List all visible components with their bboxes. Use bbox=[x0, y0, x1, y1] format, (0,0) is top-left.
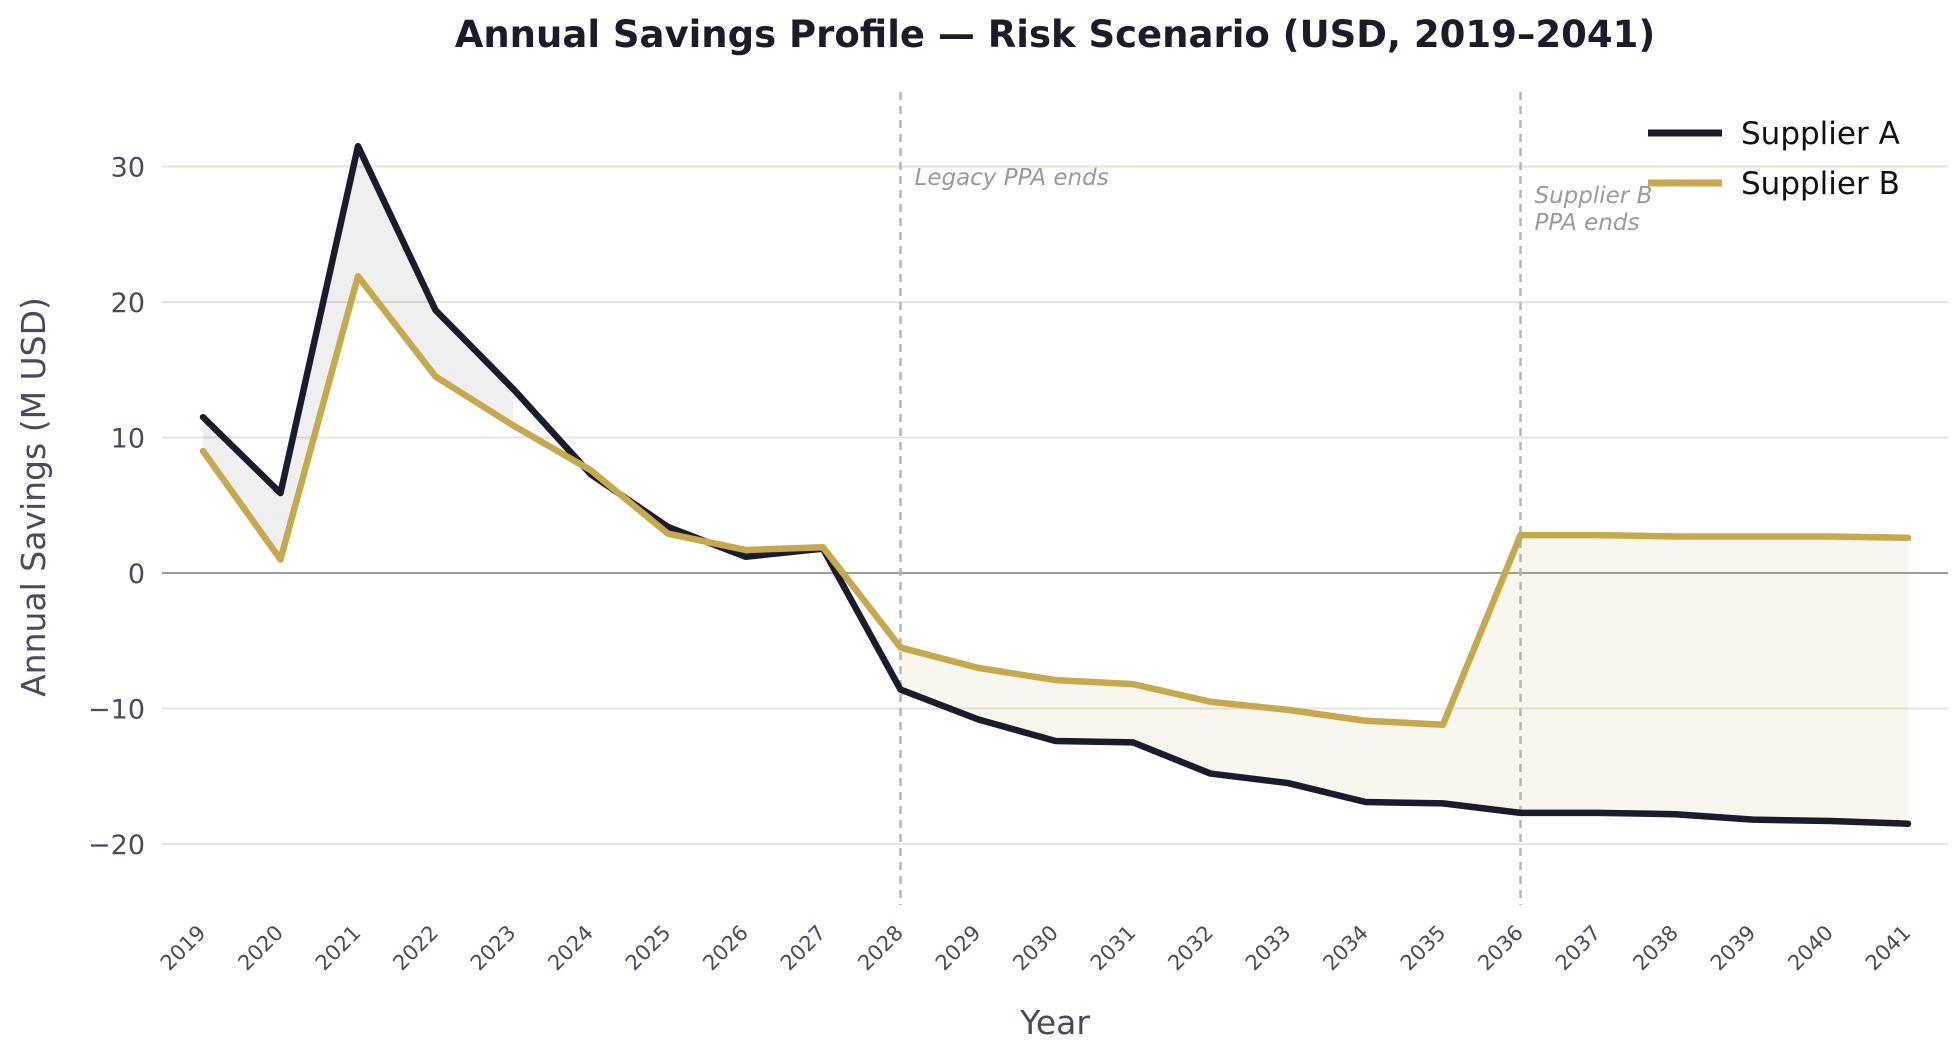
event-annotation: PPA ends bbox=[1535, 210, 1640, 236]
x-tick-label: 2024 bbox=[543, 921, 598, 976]
chart-title: Annual Savings Profile — Risk Scenario (… bbox=[455, 13, 1656, 56]
grid-lines bbox=[162, 165, 1948, 846]
legend: Supplier A Supplier B bbox=[1648, 116, 1900, 202]
x-tick-label: 2036 bbox=[1473, 921, 1528, 976]
legend-label: Supplier B bbox=[1741, 166, 1900, 202]
event-annotation: Supplier B bbox=[1535, 183, 1653, 209]
x-tick-label: 2023 bbox=[466, 921, 521, 976]
x-axis-ticks: 2019 2020 2021 2022 2023 2024 2025 2026 2027 2028… bbox=[156, 921, 1916, 976]
x-tick-label: 2039 bbox=[1706, 921, 1761, 976]
x-tick-label: 2020 bbox=[233, 921, 288, 976]
x-tick-label: 2022 bbox=[388, 921, 443, 976]
y-axis-label: Annual Savings (M USD) bbox=[14, 297, 53, 697]
x-tick-label: 2034 bbox=[1318, 921, 1373, 976]
y-tick-label: 10 bbox=[111, 424, 145, 455]
legend-label: Supplier A bbox=[1741, 116, 1900, 152]
x-tick-label: 2035 bbox=[1396, 921, 1451, 976]
x-tick-label: 2041 bbox=[1861, 921, 1916, 976]
x-tick-label: 2029 bbox=[931, 921, 986, 976]
x-tick-label: 2026 bbox=[698, 921, 753, 976]
x-tick-label: 2027 bbox=[776, 921, 831, 976]
series-gap-fill bbox=[203, 146, 513, 560]
series-gap-fill bbox=[900, 535, 1908, 824]
difference-fill bbox=[203, 146, 1908, 824]
x-tick-label: 2025 bbox=[621, 921, 676, 976]
x-tick-label: 2028 bbox=[853, 921, 908, 976]
x-axis-label: Year bbox=[1019, 1003, 1090, 1042]
x-tick-label: 2031 bbox=[1086, 921, 1141, 976]
y-axis-ticks: −20 −10 0 10 20 30 bbox=[88, 153, 145, 862]
y-tick-label: 20 bbox=[111, 288, 145, 319]
y-tick-label: −10 bbox=[88, 695, 145, 726]
series-line bbox=[199, 142, 1912, 827]
x-tick-label: 2038 bbox=[1628, 921, 1683, 976]
x-tick-label: 2021 bbox=[311, 921, 366, 976]
x-tick-label: 2033 bbox=[1241, 921, 1296, 976]
series-line bbox=[199, 273, 1912, 729]
x-tick-label: 2037 bbox=[1551, 921, 1606, 976]
y-tick-label: −20 bbox=[88, 830, 145, 861]
x-tick-label: 2040 bbox=[1783, 921, 1838, 976]
series-lines bbox=[199, 142, 1912, 827]
event-annotation: Legacy PPA ends bbox=[915, 165, 1109, 191]
x-tick-label: 2030 bbox=[1008, 921, 1063, 976]
y-tick-label: 0 bbox=[128, 559, 145, 590]
x-tick-label: 2019 bbox=[156, 921, 211, 976]
y-tick-label: 30 bbox=[111, 153, 145, 184]
x-tick-label: 2032 bbox=[1163, 921, 1218, 976]
